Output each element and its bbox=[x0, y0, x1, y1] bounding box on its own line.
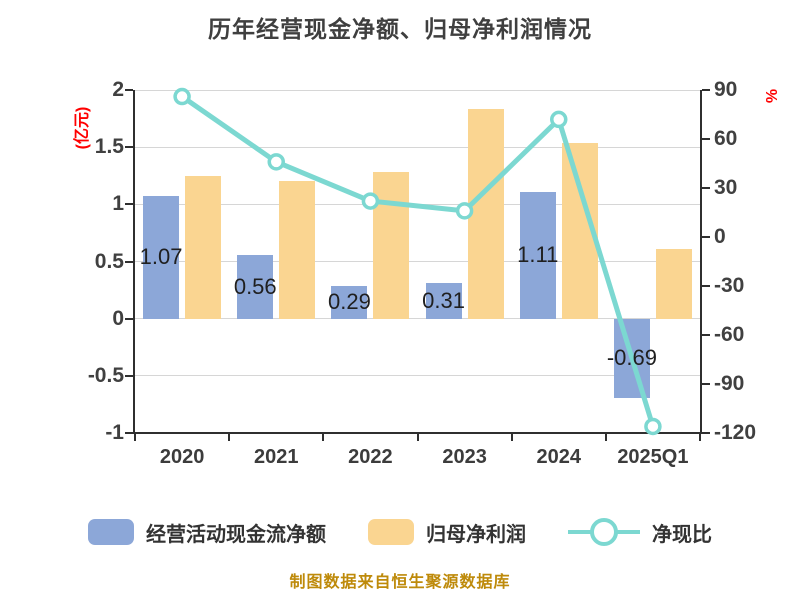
x-axis-tick-mark bbox=[228, 434, 231, 441]
left-tick-mark bbox=[125, 203, 133, 206]
right-axis-tick-label: 60 bbox=[714, 127, 738, 150]
right-axis-tick-label: 0 bbox=[714, 225, 726, 248]
right-tick-mark bbox=[702, 285, 710, 287]
ratio-line-marker-icon bbox=[568, 518, 640, 546]
bar-value-label: 1.07 bbox=[139, 244, 183, 270]
ratio-marker-2021 bbox=[267, 153, 285, 171]
left-tick-mark bbox=[125, 374, 133, 377]
right-axis-tick-label: 30 bbox=[714, 176, 738, 199]
legend-item-ratio: 净现比 bbox=[568, 518, 712, 547]
left-axis-tick-label: 2 bbox=[112, 78, 124, 101]
left-axis-line bbox=[133, 90, 135, 433]
legend: 经营活动现金流净额 归母净利润 净现比 bbox=[0, 514, 800, 550]
bar-value-label: 0.31 bbox=[422, 287, 465, 313]
ratio-marker-circle-icon bbox=[590, 518, 618, 546]
legend-label-net-profit: 归母净利润 bbox=[426, 523, 526, 546]
right-axis-tick-label: -60 bbox=[714, 323, 745, 346]
right-axis-tick-label: 90 bbox=[714, 78, 738, 101]
left-tick-mark bbox=[125, 146, 133, 149]
right-axis-line bbox=[700, 90, 702, 433]
x-axis-category-label: 2023 bbox=[442, 446, 487, 468]
x-axis-category-label: 2022 bbox=[348, 446, 393, 468]
right-axis-tick-label: -90 bbox=[714, 372, 745, 395]
gridline bbox=[135, 146, 700, 148]
bar-value-label: -0.69 bbox=[606, 345, 657, 371]
bar-value-label: 0.29 bbox=[327, 289, 371, 315]
net-profit-swatch bbox=[368, 519, 414, 545]
x-axis-tick-mark bbox=[699, 434, 701, 441]
x-axis-category-label: 2021 bbox=[253, 446, 299, 468]
right-tick-mark bbox=[702, 89, 710, 91]
right-axis-tick-label: -30 bbox=[714, 274, 745, 297]
cash-flow-swatch bbox=[88, 519, 134, 545]
left-axis-tick-label: 0 bbox=[112, 306, 124, 330]
bar-value-label: 0.56 bbox=[233, 273, 277, 299]
x-axis-category-label: 2020 bbox=[159, 446, 205, 468]
left-axis-tick-label: 1 bbox=[112, 192, 124, 216]
left-axis-tick-label: -1 bbox=[105, 421, 124, 444]
legend-label-cash-flow: 经营活动现金流净额 bbox=[146, 523, 326, 546]
legend-label-ratio: 净现比 bbox=[652, 523, 712, 546]
left-tick-mark bbox=[125, 317, 133, 320]
bottom-axis-line bbox=[133, 432, 702, 434]
legend-item-cash-flow: 经营活动现金流净额 bbox=[88, 518, 326, 547]
right-axis-tick-label: -120 bbox=[714, 421, 757, 444]
left-tick-mark bbox=[125, 260, 133, 263]
ratio-marker-2024 bbox=[550, 110, 568, 129]
right-tick-mark bbox=[702, 187, 710, 189]
x-axis-tick-mark bbox=[510, 434, 513, 441]
left-tick-mark bbox=[125, 89, 133, 91]
net-profit-bar-2025Q1 bbox=[655, 248, 692, 319]
right-tick-mark bbox=[702, 236, 710, 238]
right-tick-mark bbox=[702, 432, 710, 434]
right-tick-mark bbox=[702, 138, 710, 140]
x-axis-tick-mark bbox=[134, 434, 136, 441]
data-source-caption: 制图数据来自恒生聚源数据库 bbox=[289, 574, 511, 591]
chart-title: 历年经营现金净额、归母净利润情况 bbox=[208, 16, 592, 42]
right-tick-mark bbox=[702, 334, 710, 336]
left-axis-tick-label: 1.5 bbox=[94, 135, 124, 159]
cash-flow-bar-2020 bbox=[143, 196, 180, 319]
x-axis-tick-mark bbox=[322, 434, 325, 441]
legend-item-net-profit: 归母净利润 bbox=[368, 518, 526, 547]
left-axis-tick-label: 0.5 bbox=[94, 249, 124, 273]
right-tick-mark bbox=[702, 383, 710, 385]
bar-value-label: 1.11 bbox=[517, 242, 559, 268]
ratio-marker-2020 bbox=[173, 87, 191, 106]
left-tick-mark bbox=[125, 432, 133, 434]
gridline bbox=[135, 89, 700, 91]
x-axis-tick-mark bbox=[604, 434, 607, 441]
net-profit-bar-2024 bbox=[561, 142, 598, 319]
x-axis-tick-mark bbox=[416, 434, 419, 441]
x-axis-category-label: 2025Q1 bbox=[617, 446, 689, 468]
left-axis-tick-label: -0.5 bbox=[87, 363, 124, 387]
x-axis-category-label: 2024 bbox=[536, 446, 581, 468]
